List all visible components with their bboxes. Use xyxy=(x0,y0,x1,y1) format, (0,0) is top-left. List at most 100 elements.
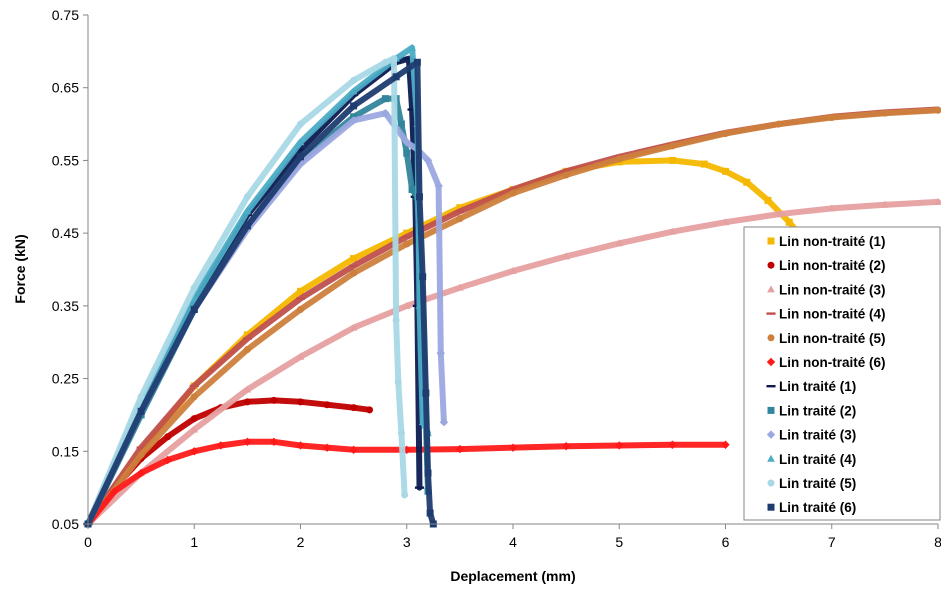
data-point xyxy=(296,138,305,146)
data-point xyxy=(407,108,417,111)
data-point xyxy=(295,148,306,151)
data-point xyxy=(413,58,421,66)
data-point xyxy=(349,323,358,331)
data-point xyxy=(323,401,331,409)
data-point xyxy=(190,447,199,456)
data-point xyxy=(366,406,374,414)
data-point xyxy=(242,337,252,340)
y-tick-label: 0.45 xyxy=(52,225,79,241)
legend: Lin non-traité (1) Lin non-traité (2) Lin … xyxy=(743,226,941,521)
legend-label: Lin non-traité (1) xyxy=(779,234,886,249)
legend-label: Lin traité (2) xyxy=(779,403,856,418)
data-point xyxy=(216,441,226,450)
data-point xyxy=(615,239,624,247)
x-tick-label: 0 xyxy=(84,534,92,550)
data-point xyxy=(828,114,836,122)
data-point xyxy=(509,266,517,274)
data-point xyxy=(722,167,729,175)
data-point xyxy=(668,440,677,449)
data-point xyxy=(403,240,411,248)
x-ticks: 0 1 2 3 4 5 6 7 8 xyxy=(84,524,941,550)
data-point xyxy=(764,196,772,204)
x-tick-label: 7 xyxy=(828,534,836,550)
data-point xyxy=(350,255,358,263)
data-point xyxy=(402,235,412,238)
data-point xyxy=(414,486,425,489)
data-point xyxy=(394,378,402,386)
x-tick-label: 1 xyxy=(190,534,198,550)
legend-marker xyxy=(767,454,775,462)
x-tick-label: 3 xyxy=(403,534,411,550)
data-point xyxy=(423,156,433,165)
data-point xyxy=(508,443,518,452)
legend-marker xyxy=(767,261,775,269)
x-tick-label: 4 xyxy=(509,534,517,550)
data-point xyxy=(243,398,251,406)
data-point xyxy=(382,58,389,66)
data-point xyxy=(402,138,411,147)
data-point xyxy=(137,451,145,459)
legend-label: Lin traité (3) xyxy=(779,428,856,443)
legend-marker xyxy=(767,237,775,245)
data-point xyxy=(297,153,304,161)
data-point xyxy=(392,316,400,324)
data-point xyxy=(408,186,416,194)
data-point xyxy=(434,181,443,191)
data-point xyxy=(615,155,623,163)
data-point xyxy=(774,210,783,218)
series-line xyxy=(85,44,431,527)
data-point xyxy=(295,297,306,300)
data-point xyxy=(381,108,390,118)
data-point xyxy=(416,193,423,201)
data-point xyxy=(668,156,676,164)
data-point xyxy=(350,76,358,84)
legend-label: Lin traité (1) xyxy=(779,379,856,394)
data-point xyxy=(136,446,146,449)
series-line xyxy=(85,438,729,527)
legend-label: Lin traité (6) xyxy=(779,500,856,515)
data-point xyxy=(615,441,624,450)
data-point xyxy=(561,441,571,451)
data-point xyxy=(382,95,389,103)
data-point xyxy=(455,210,465,213)
legend-marker xyxy=(767,479,775,487)
y-tick-label: 0.25 xyxy=(52,371,79,387)
data-point xyxy=(436,348,445,358)
data-point xyxy=(243,193,251,201)
data-point xyxy=(163,455,172,465)
legend-marker xyxy=(766,385,776,388)
legend-label: Lin non-traité (5) xyxy=(779,331,886,346)
data-point xyxy=(561,170,571,173)
series-line xyxy=(85,55,408,527)
y-tick-label: 0.35 xyxy=(52,298,79,314)
data-point xyxy=(562,252,570,260)
data-point xyxy=(349,87,358,95)
data-point xyxy=(934,106,941,114)
legend-marker xyxy=(767,406,775,414)
data-point xyxy=(243,207,252,215)
data-point xyxy=(403,229,411,237)
data-point xyxy=(297,398,304,406)
legend-marker xyxy=(766,430,776,439)
legend-marker xyxy=(767,285,775,293)
data-point xyxy=(110,487,119,496)
data-point xyxy=(509,189,517,197)
y-tick-label: 0.55 xyxy=(52,152,79,168)
data-point xyxy=(190,425,199,433)
data-point xyxy=(190,415,198,423)
legend-label: Lin non-traité (2) xyxy=(779,258,886,273)
legend-label: Lin traité (4) xyxy=(779,452,856,467)
data-point xyxy=(392,73,400,81)
data-point xyxy=(456,283,464,291)
data-point xyxy=(881,109,889,117)
data-point xyxy=(349,445,358,455)
x-axis-title: Deplacement (mm) xyxy=(450,568,575,584)
series-lin-non-traite-5 xyxy=(84,106,941,528)
data-point xyxy=(426,509,434,517)
legend-box xyxy=(743,226,941,521)
data-point xyxy=(397,429,405,437)
data-point xyxy=(137,393,145,401)
data-point xyxy=(721,218,730,226)
data-point xyxy=(269,437,279,447)
y-tick-label: 0.75 xyxy=(52,7,79,23)
